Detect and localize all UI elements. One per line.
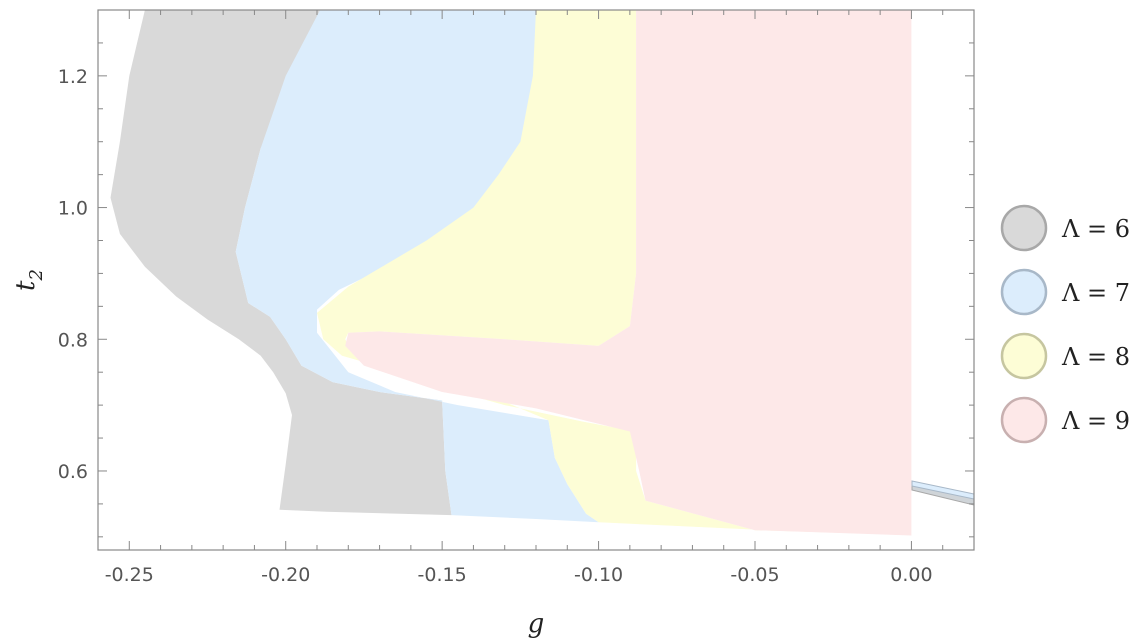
legend-swatch	[1000, 332, 1048, 380]
x-tick-label: -0.10	[574, 564, 623, 586]
legend-label: Λ = 9	[1061, 407, 1130, 435]
region-lambda-6	[110, 10, 452, 516]
legend-label: Λ = 8	[1061, 343, 1130, 371]
legend: Λ = 6 Λ = 7 Λ = 8 Λ = 9	[1000, 204, 1130, 444]
sliver-band-blue	[911, 480, 974, 500]
x-tick-label: 0.00	[890, 564, 932, 586]
regions-layer	[110, 10, 912, 536]
x-tick-label: -0.15	[418, 564, 467, 586]
legend-swatch	[1000, 396, 1048, 444]
x-tick-label: -0.25	[105, 564, 154, 586]
region-lambda-7	[235, 10, 599, 523]
y-axis-title: t2	[11, 269, 47, 291]
x-axis-ticks: -0.25 -0.20 -0.15 -0.10 -0.05 0.00	[97, 10, 975, 586]
y-axis-ticks: 0.6 0.8 1.0 1.2	[58, 9, 974, 538]
y-tick-label: 0.8	[58, 329, 88, 351]
region-lambda-9	[345, 10, 912, 536]
right-edge-bands	[911, 480, 974, 506]
legend-label: Λ = 7	[1061, 279, 1130, 307]
x-axis-title: g	[528, 609, 545, 639]
legend-swatch	[1000, 204, 1048, 252]
y-tick-label: 1.0	[58, 198, 88, 220]
legend-label: Λ = 6	[1061, 215, 1130, 243]
x-tick-label: -0.05	[730, 564, 779, 586]
x-tick-label: -0.20	[261, 564, 310, 586]
legend-swatch	[1000, 268, 1048, 316]
y-tick-label: 1.2	[58, 66, 88, 88]
y-tick-label: 0.6	[58, 461, 88, 483]
region-lambda-8	[317, 10, 912, 535]
y-axis-title-subscript: 2	[26, 269, 47, 281]
